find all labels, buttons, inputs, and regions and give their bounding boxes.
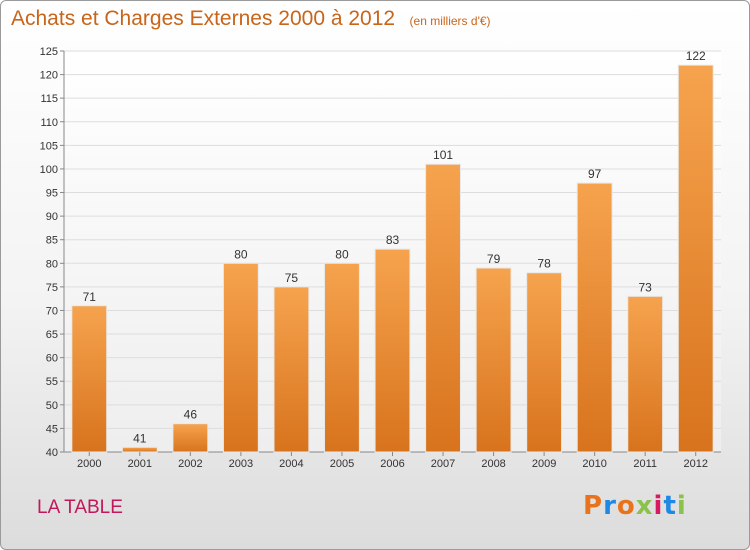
bar	[677, 64, 714, 453]
bar	[425, 163, 461, 453]
y-tick-label: 55	[46, 376, 58, 388]
y-tick-label: 70	[46, 305, 58, 317]
data-label: 78	[537, 257, 551, 271]
data-label: 71	[83, 290, 97, 304]
bar	[627, 295, 664, 453]
y-tick-label: 65	[46, 329, 58, 341]
y-tick-label: 110	[40, 117, 58, 129]
x-tick-label: 2008	[481, 458, 505, 470]
title-text: Achats et Charges Externes 2000 à 2012	[11, 7, 396, 30]
x-tick-label: 2001	[128, 458, 152, 470]
x-tick-label: 2002	[178, 458, 202, 470]
x-tick-label: 2006	[380, 458, 404, 470]
bar	[324, 262, 360, 453]
y-tick-label: 45	[46, 423, 58, 435]
bar	[475, 267, 512, 453]
x-tick-label: 2000	[77, 458, 101, 470]
commune-name: LA TABLE	[37, 497, 123, 518]
bar	[71, 305, 108, 453]
x-tick-label: 2009	[532, 458, 556, 470]
data-label: 83	[386, 233, 400, 247]
x-tick-label: 2007	[431, 458, 455, 470]
bar	[273, 286, 310, 453]
data-label: 79	[487, 252, 501, 266]
data-label: 41	[133, 431, 147, 445]
x-tick-label: 2005	[330, 458, 354, 470]
logo-letter: i	[676, 491, 687, 521]
data-label: 101	[433, 148, 453, 162]
data-label: 80	[234, 247, 248, 261]
x-tick-label: 2012	[683, 458, 707, 470]
bar	[172, 423, 209, 453]
x-tick-label: 2010	[582, 458, 606, 470]
bar	[526, 272, 563, 453]
y-tick-label: 95	[46, 188, 58, 200]
x-tick-label: 2011	[633, 458, 657, 470]
logo-letter: i	[653, 491, 664, 521]
bar	[576, 182, 613, 453]
bar	[222, 262, 259, 453]
y-tick-label: 90	[46, 211, 58, 223]
y-tick-label: 115	[40, 93, 58, 105]
y-tick-label: 85	[46, 235, 58, 247]
y-tick-label: 105	[40, 140, 58, 152]
unit-text: (en milliers d'€)	[409, 14, 491, 28]
x-tick-label: 2003	[229, 458, 253, 470]
y-tick-label: 100	[40, 164, 58, 176]
y-tick-label: 40	[46, 447, 58, 459]
data-label: 75	[285, 271, 299, 285]
data-label: 46	[184, 408, 198, 422]
logo-letter: x	[635, 491, 654, 521]
y-tick-label: 120	[40, 70, 58, 82]
y-tick-label: 60	[46, 353, 58, 365]
y-tick-label: 125	[40, 46, 58, 58]
bar	[374, 248, 411, 453]
y-tick-label: 50	[46, 400, 58, 412]
x-tick-label: 2004	[279, 458, 303, 470]
logo-letter: o	[616, 491, 636, 521]
logo-letter: r	[603, 491, 617, 521]
logo-letter: t	[663, 491, 677, 521]
y-tick-label: 80	[46, 258, 58, 270]
proxiti-logo: Proxiti	[583, 491, 687, 521]
data-label: 97	[588, 167, 602, 181]
chart-title: Achats et Charges Externes 2000 à 2012 (…	[11, 7, 491, 31]
data-label: 80	[335, 247, 349, 261]
logo-letter: P	[583, 491, 604, 521]
data-label: 122	[686, 49, 706, 63]
data-label: 73	[639, 280, 653, 294]
bar	[121, 446, 158, 453]
y-tick-label: 75	[46, 282, 58, 294]
